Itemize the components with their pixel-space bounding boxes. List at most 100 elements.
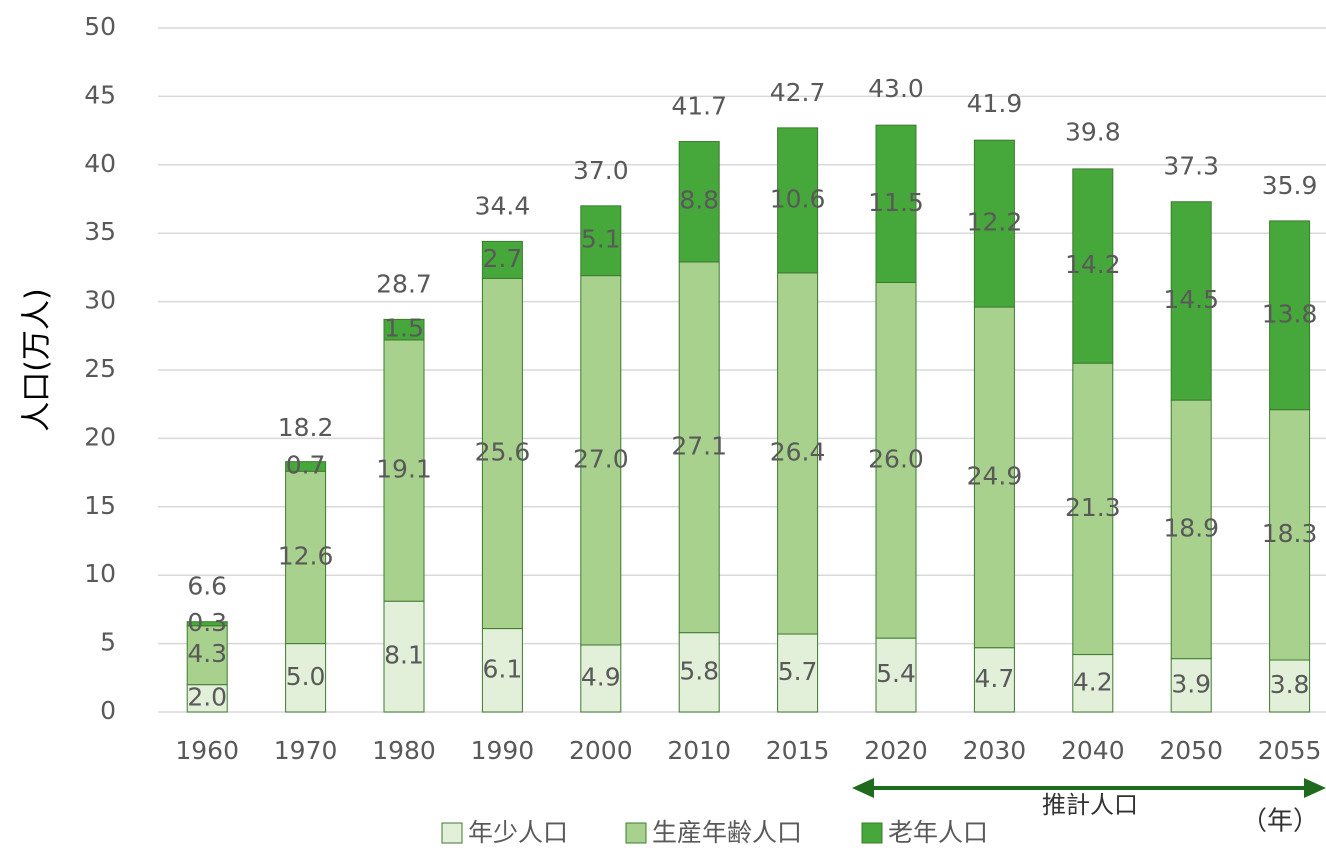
data-label: 12.6 [278, 541, 334, 570]
data-label: 13.8 [1262, 299, 1318, 328]
total-label: 39.8 [1065, 118, 1121, 147]
data-label: 2.7 [483, 244, 523, 273]
x-tick-label: 1970 [274, 736, 338, 765]
y-tick-label: 0 [100, 696, 116, 725]
bar-segment [777, 272, 819, 635]
data-label: 3.8 [1270, 670, 1310, 699]
data-label: 14.2 [1065, 250, 1121, 279]
arrow-head [1304, 778, 1326, 798]
legend-swatch [861, 822, 883, 844]
x-tick-label: 2020 [864, 736, 928, 765]
total-label: 37.0 [573, 156, 629, 185]
total-label: 18.2 [278, 413, 334, 442]
bar-segment [285, 461, 327, 472]
bar-segment [481, 628, 523, 713]
total-label: 6.6 [187, 572, 227, 601]
bar-segment [777, 633, 819, 713]
data-label: 12.2 [967, 208, 1023, 237]
x-tick-label: 1980 [372, 736, 436, 765]
x-unit-label: （年） [1241, 807, 1319, 837]
x-tick-label: 2000 [569, 736, 633, 765]
data-label: 11.5 [868, 188, 924, 217]
bar-segment [481, 240, 523, 279]
x-tick-label: 2040 [1061, 736, 1125, 765]
data-label: 5.0 [286, 662, 326, 691]
arrow-head [852, 778, 874, 798]
y-tick-label: 15 [84, 491, 116, 520]
total-label: 41.9 [967, 89, 1023, 118]
data-label: 0.7 [286, 450, 326, 479]
data-label: 5.7 [778, 657, 818, 686]
data-label: 5.1 [581, 225, 621, 254]
data-label: 26.0 [868, 444, 924, 473]
y-tick-label: 35 [84, 217, 116, 246]
data-label: 21.3 [1065, 493, 1121, 522]
legend-label: 生産年齢人口 [652, 818, 802, 847]
bar-segment [1072, 168, 1114, 364]
data-label: 10.6 [770, 184, 826, 213]
legend-swatch [625, 822, 647, 844]
bar-segment [1170, 658, 1212, 713]
x-tick-label: 2050 [1159, 736, 1223, 765]
total-label: 28.7 [376, 269, 432, 298]
bar-segment [580, 644, 622, 713]
bar-segment [1170, 201, 1212, 401]
bar-segment [678, 261, 720, 634]
total-label: 35.9 [1262, 171, 1318, 200]
y-tick-label: 20 [84, 422, 116, 451]
bar-segment [973, 647, 1015, 713]
annotation: 推計人口 [1042, 791, 1138, 819]
bar-segment [580, 205, 622, 277]
bar-segment [1269, 220, 1311, 411]
data-label: 19.1 [376, 455, 432, 484]
bar-segment [1072, 654, 1114, 713]
data-label: 3.9 [1171, 669, 1211, 698]
bar-segment [777, 127, 819, 274]
bar-segment [186, 684, 228, 713]
bar-segment [875, 637, 917, 713]
data-label: 4.2 [1073, 667, 1113, 696]
data-label: 5.8 [679, 656, 719, 685]
x-tick-label: 2015 [766, 736, 830, 765]
data-label: 8.8 [679, 186, 719, 215]
data-label: 24.9 [967, 461, 1023, 490]
bar-segment [875, 124, 917, 283]
data-label: 8.1 [384, 641, 424, 670]
data-label: 4.3 [187, 639, 227, 668]
data-label: 25.6 [475, 437, 531, 466]
legend-swatch [441, 822, 463, 844]
x-tick-label: 2055 [1258, 736, 1322, 765]
data-label: 18.3 [1262, 519, 1318, 548]
data-label: 6.1 [483, 654, 523, 683]
data-label: 26.4 [770, 437, 826, 466]
data-label: 1.5 [384, 314, 424, 343]
data-label: 27.0 [573, 444, 629, 473]
legend-label: 年少人口 [468, 818, 568, 847]
bar-segment [678, 141, 720, 263]
y-tick-label: 10 [84, 559, 116, 588]
y-tick-label: 5 [100, 628, 116, 657]
total-label: 41.7 [671, 92, 727, 121]
data-label: 2.0 [187, 682, 227, 711]
total-label: 37.3 [1163, 152, 1219, 181]
data-label: 18.9 [1163, 513, 1219, 542]
x-tick-label: 1990 [471, 736, 535, 765]
total-label: 34.4 [475, 191, 531, 220]
x-tick-label: 2010 [667, 736, 731, 765]
bar-segment [383, 318, 425, 341]
y-tick-label: 50 [84, 12, 116, 41]
x-tick-label: 1960 [175, 736, 239, 765]
bar-segment [481, 277, 523, 630]
bar-segment [186, 621, 228, 627]
bar-segment [973, 139, 1015, 308]
bar-segment [1269, 659, 1311, 713]
total-label: 42.7 [770, 78, 826, 107]
data-label: 27.1 [671, 431, 727, 460]
total-label: 43.0 [868, 74, 924, 103]
data-label: 5.4 [876, 659, 916, 688]
data-label: 4.9 [581, 662, 621, 691]
data-label: 0.3 [187, 608, 227, 637]
legend-label: 老年人口 [888, 818, 988, 847]
y-axis-label: 人口(万人) [20, 288, 55, 431]
